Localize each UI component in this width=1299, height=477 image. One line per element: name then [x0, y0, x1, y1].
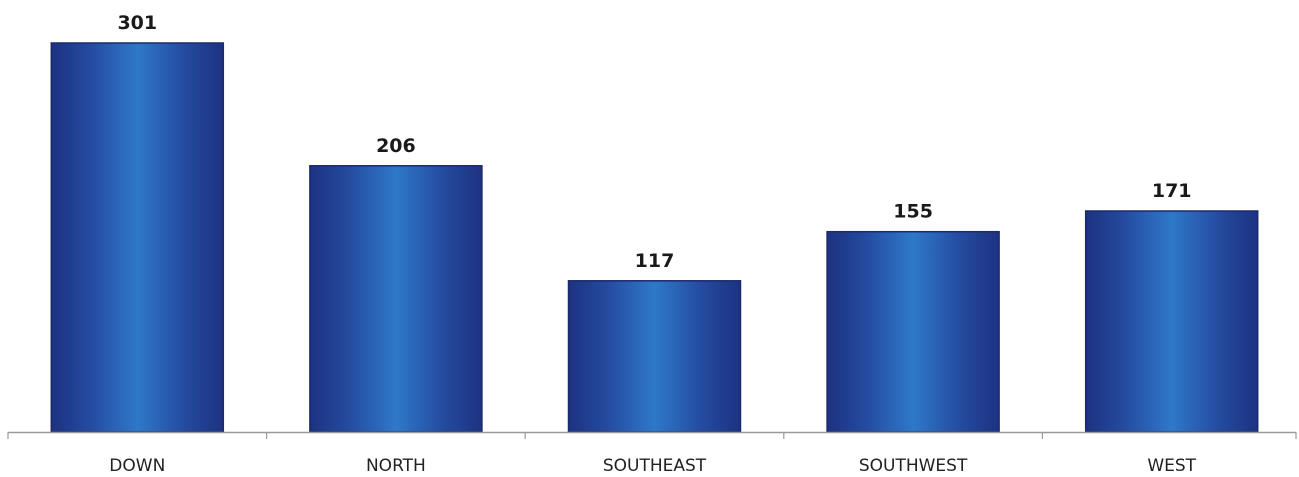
- bar-down: [50, 42, 225, 433]
- data-label-west: 171: [1152, 180, 1192, 202]
- bar-west: [1084, 210, 1259, 433]
- x-axis: [7, 431, 1297, 439]
- category-label-southeast: SOUTHEAST: [603, 456, 707, 476]
- category-label-north: NORTH: [366, 456, 426, 476]
- category-label-southwest: SOUTHWEST: [859, 456, 968, 476]
- category-label-down: DOWN: [109, 456, 165, 476]
- data-labels-group: 301 206 117 155 171: [117, 12, 1191, 272]
- data-label-north: 206: [376, 135, 416, 157]
- bar-north: [309, 165, 483, 433]
- category-label-west: WEST: [1147, 456, 1196, 476]
- data-label-southeast: 117: [635, 250, 675, 272]
- bar-southwest: [826, 230, 1000, 433]
- bar-southeast: [567, 280, 742, 433]
- category-labels-group: DOWN NORTH SOUTHEAST SOUTHWEST WEST: [109, 456, 1196, 476]
- data-label-down: 301: [117, 12, 157, 34]
- data-label-southwest: 155: [893, 201, 933, 223]
- bars-group: [50, 42, 1259, 433]
